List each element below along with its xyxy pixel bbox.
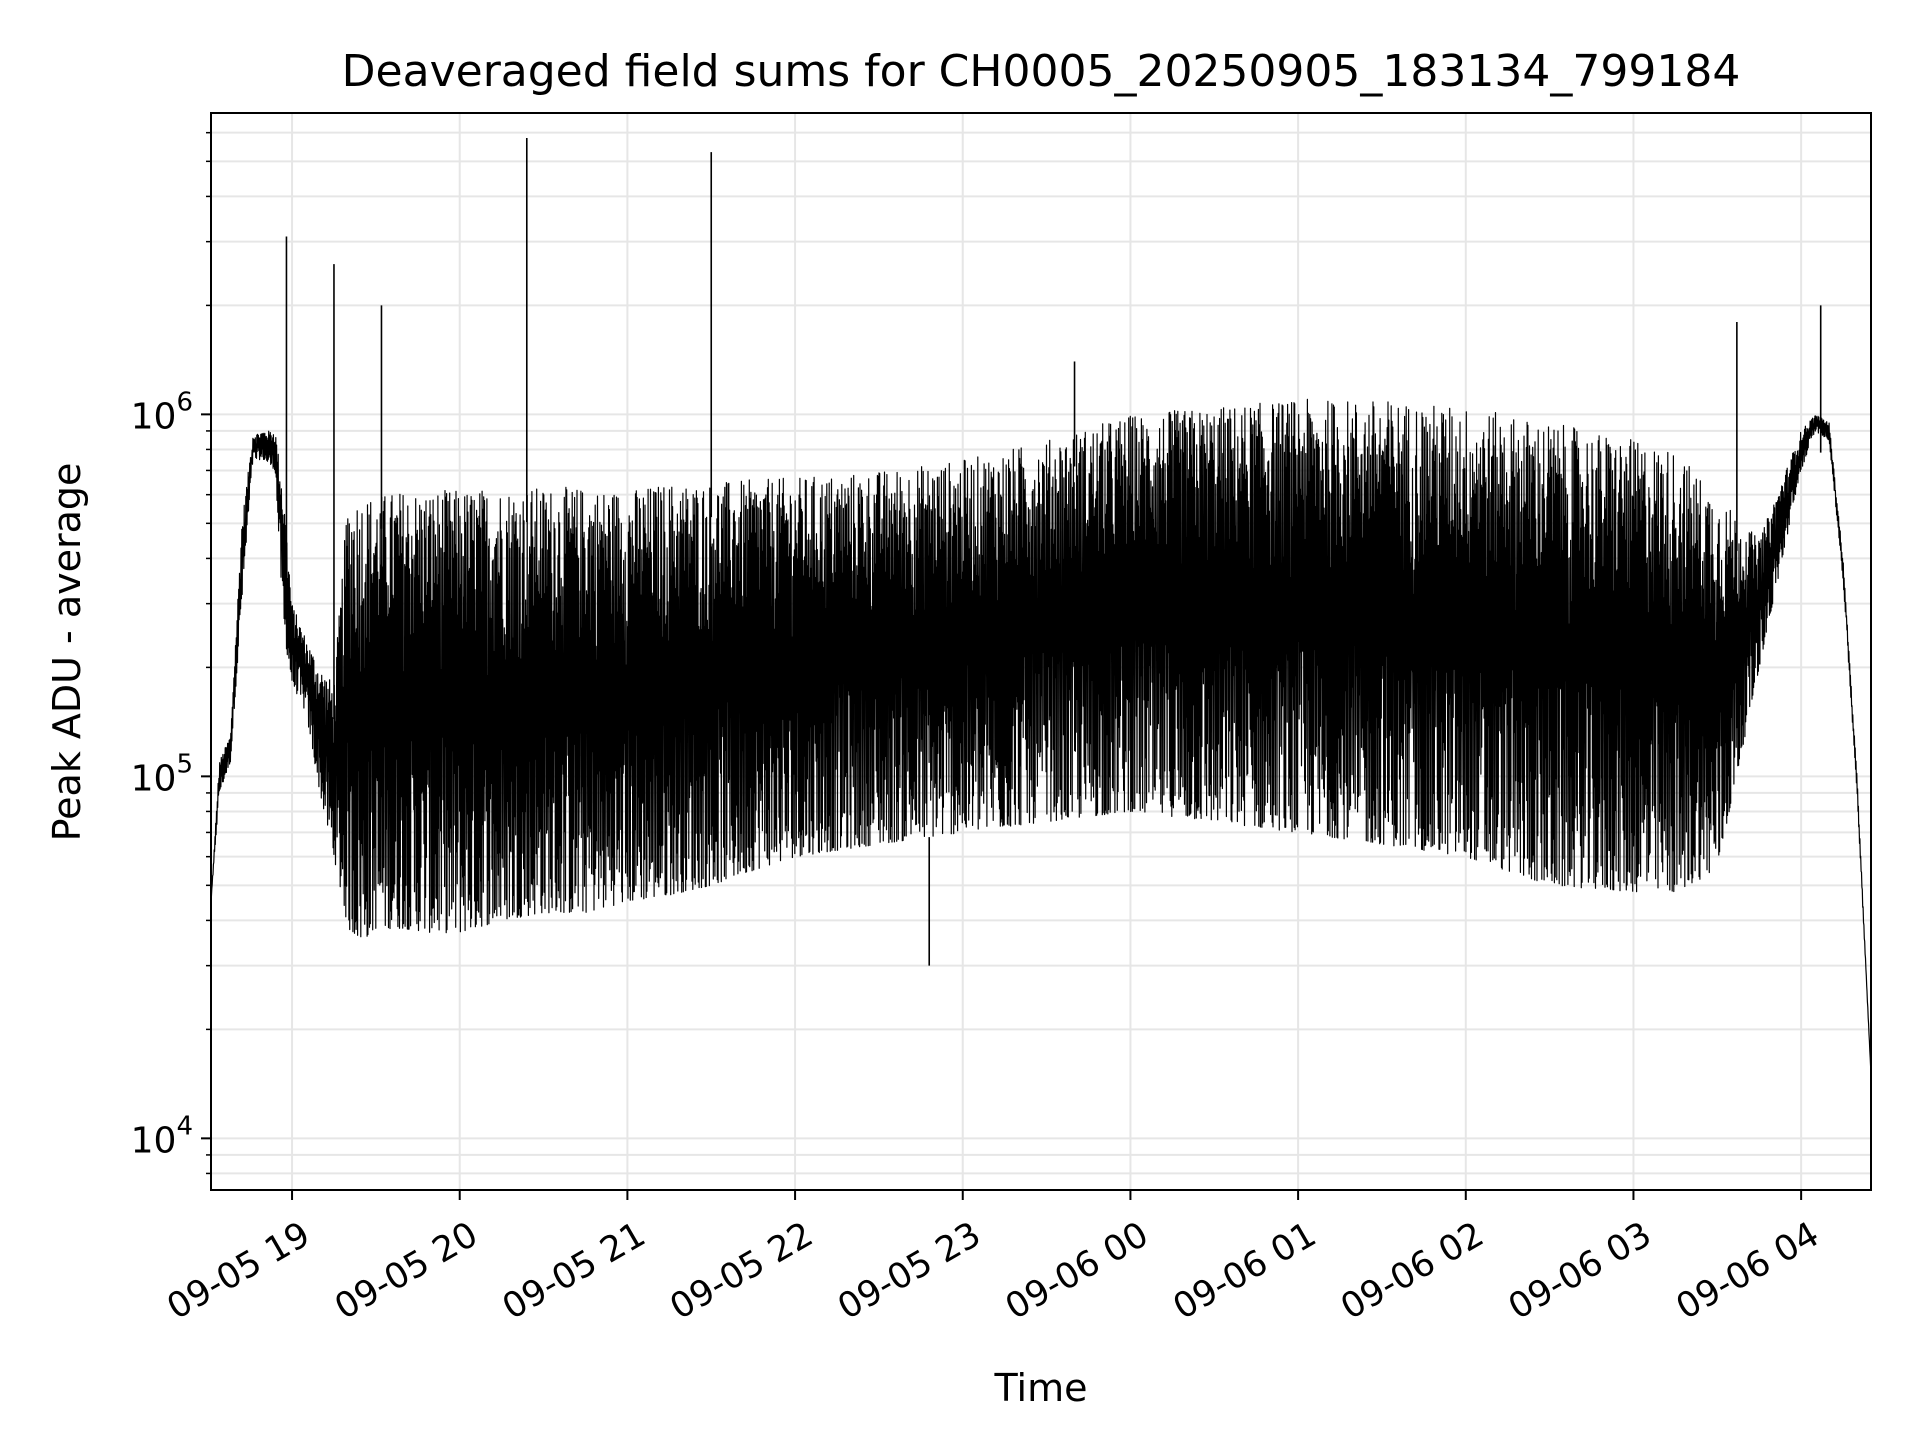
y-tick-label: 104: [131, 1111, 193, 1161]
plot-frame: [210, 112, 1872, 1191]
series-line: [210, 398, 1872, 1075]
x-axis-label: Time: [994, 1366, 1088, 1410]
series-layer: [210, 138, 1872, 1075]
y-tick-label: 105: [131, 749, 193, 799]
chart-title: Deaveraged field sums for CH0005_2025090…: [342, 46, 1741, 97]
y-tick-label: 106: [131, 387, 193, 437]
y-axis-label: Peak ADU - average: [45, 463, 89, 842]
